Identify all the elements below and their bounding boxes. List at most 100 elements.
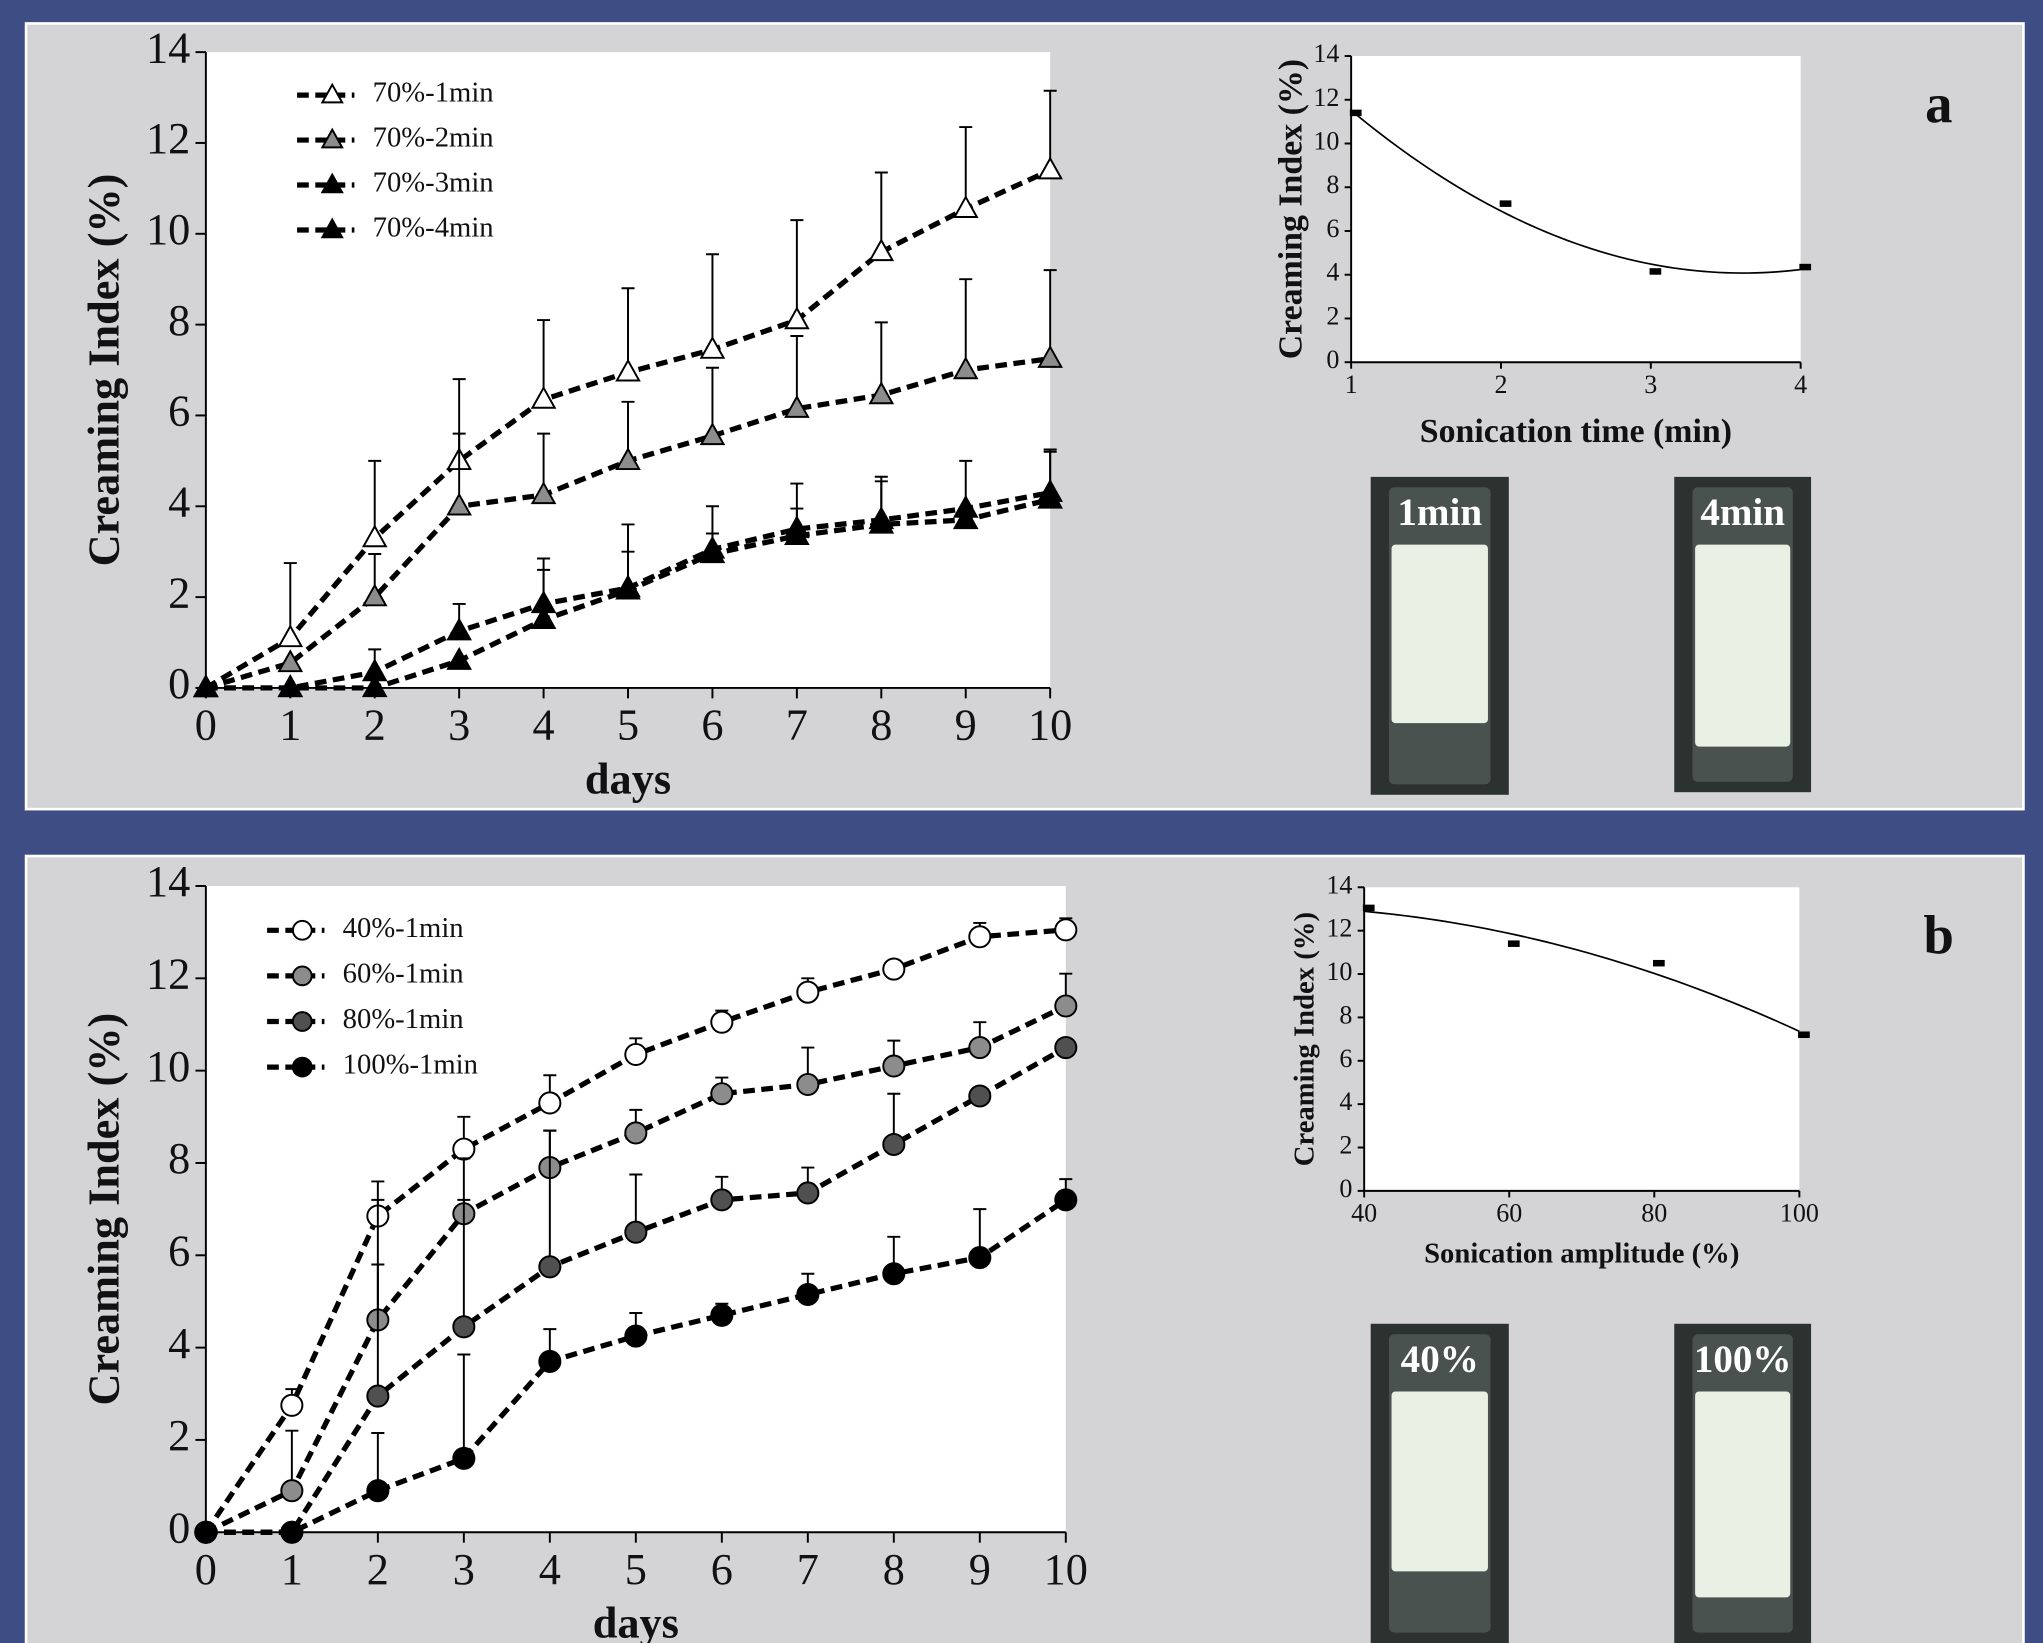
x-tick-label: 9 xyxy=(969,1545,991,1594)
trendline xyxy=(1364,910,1800,1033)
x-tick-label: 40 xyxy=(1351,1199,1377,1228)
marker xyxy=(615,576,641,600)
y-tick-label: 6 xyxy=(1339,1044,1352,1073)
x-tick-label: 10 xyxy=(1044,1545,1088,1594)
marker xyxy=(710,1303,734,1327)
marker xyxy=(882,1054,906,1078)
marker xyxy=(277,624,304,648)
marker xyxy=(361,524,388,548)
marker xyxy=(361,583,388,607)
marker xyxy=(968,925,992,949)
marker xyxy=(699,335,726,359)
legend-label: 70%-1min xyxy=(373,77,494,109)
point xyxy=(1362,904,1375,912)
photo-label: 4min xyxy=(1700,491,1785,534)
marker xyxy=(1037,344,1063,368)
marker xyxy=(710,1010,734,1034)
x-tick-label: 2 xyxy=(367,1545,389,1594)
legend-marker xyxy=(291,919,313,941)
marker xyxy=(882,1132,906,1157)
marker xyxy=(1054,1036,1078,1060)
legend-label: 70%-4min xyxy=(373,212,494,244)
marker xyxy=(699,422,726,446)
marker xyxy=(277,649,304,673)
error-bar xyxy=(457,1198,471,1327)
y-tick-label: 4 xyxy=(168,1319,190,1368)
y-axis-title: Creaming Index (%) xyxy=(80,174,129,567)
x-tick-label: 100 xyxy=(1780,1199,1819,1228)
marker xyxy=(624,1324,648,1348)
marker xyxy=(882,1262,906,1286)
emulsion xyxy=(1695,1391,1791,1598)
y-tick-label: 14 xyxy=(146,857,190,906)
legend-label: 70%-2min xyxy=(373,122,494,154)
legend-marker xyxy=(291,965,313,987)
marker xyxy=(277,674,304,698)
x-tick-label: 1 xyxy=(281,1545,303,1594)
y-tick-label: 2 xyxy=(1339,1130,1352,1159)
marker xyxy=(446,492,472,516)
legend-label: 60%-1min xyxy=(343,957,464,989)
x-tick-label: 4 xyxy=(1794,370,1807,399)
marker xyxy=(784,394,810,418)
plot-area xyxy=(1351,56,1801,363)
error-bar xyxy=(543,1129,557,1267)
marker xyxy=(538,1255,562,1279)
y-tick-label: 12 xyxy=(1326,914,1352,943)
error-bar xyxy=(621,287,635,373)
y-tick-label: 2 xyxy=(1326,301,1339,330)
point xyxy=(1649,268,1662,275)
point xyxy=(1652,959,1665,967)
marker xyxy=(624,1042,648,1067)
y-axis-title: Creaming Index (%) xyxy=(1288,912,1320,1166)
marker xyxy=(452,1137,476,1161)
marker xyxy=(280,1520,304,1544)
legend-marker xyxy=(291,1056,313,1078)
x-axis-title: Sonication time (min) xyxy=(1420,413,1732,450)
error-bar xyxy=(790,219,804,321)
error-bar xyxy=(457,1353,471,1459)
x-tick-label: 5 xyxy=(625,1545,647,1594)
marker xyxy=(538,1091,562,1115)
marker xyxy=(968,1036,992,1060)
marker xyxy=(952,195,979,218)
marker xyxy=(1054,994,1078,1018)
trendline xyxy=(1350,109,1801,274)
panel-letter: b xyxy=(1924,904,1954,965)
y-tick-label: 8 xyxy=(1339,1000,1352,1029)
y-tick-label: 8 xyxy=(168,1134,190,1183)
x-tick-label: 1 xyxy=(1345,370,1358,399)
marker xyxy=(452,1315,476,1339)
x-tick-label: 8 xyxy=(883,1545,905,1594)
legend-label: 40%-1min xyxy=(343,912,464,944)
marker xyxy=(1054,918,1078,942)
photo-label: 100% xyxy=(1694,1338,1792,1381)
x-axis-title: days xyxy=(593,1599,679,1643)
x-tick-label: 0 xyxy=(195,701,217,750)
y-tick-label: 12 xyxy=(146,949,190,998)
y-tick-label: 4 xyxy=(1326,258,1339,287)
y-tick-label: 2 xyxy=(168,1411,190,1460)
x-tick-label: 8 xyxy=(870,701,892,750)
legend-marker xyxy=(320,127,344,149)
x-tick-label: 4 xyxy=(533,701,555,750)
x-tick-label: 6 xyxy=(701,701,723,750)
marker xyxy=(193,674,219,698)
marker xyxy=(366,1479,390,1503)
x-tick-label: 80 xyxy=(1641,1199,1667,1228)
x-tick-label: 1 xyxy=(279,701,301,750)
marker xyxy=(446,646,472,670)
x-tick-label: 3 xyxy=(448,701,470,750)
x-tick-label: 9 xyxy=(955,701,977,750)
legend-label: 70%-3min xyxy=(373,167,494,199)
legend-marker xyxy=(320,82,344,104)
x-tick-label: 2 xyxy=(1494,370,1507,399)
marker xyxy=(194,1520,218,1544)
marker xyxy=(624,1121,648,1145)
marker xyxy=(530,481,557,505)
y-tick-label: 10 xyxy=(1326,957,1352,986)
emulsion xyxy=(1695,544,1791,747)
y-tick-label: 0 xyxy=(1326,345,1339,374)
point xyxy=(1799,263,1812,271)
y-tick-label: 8 xyxy=(1326,170,1339,199)
